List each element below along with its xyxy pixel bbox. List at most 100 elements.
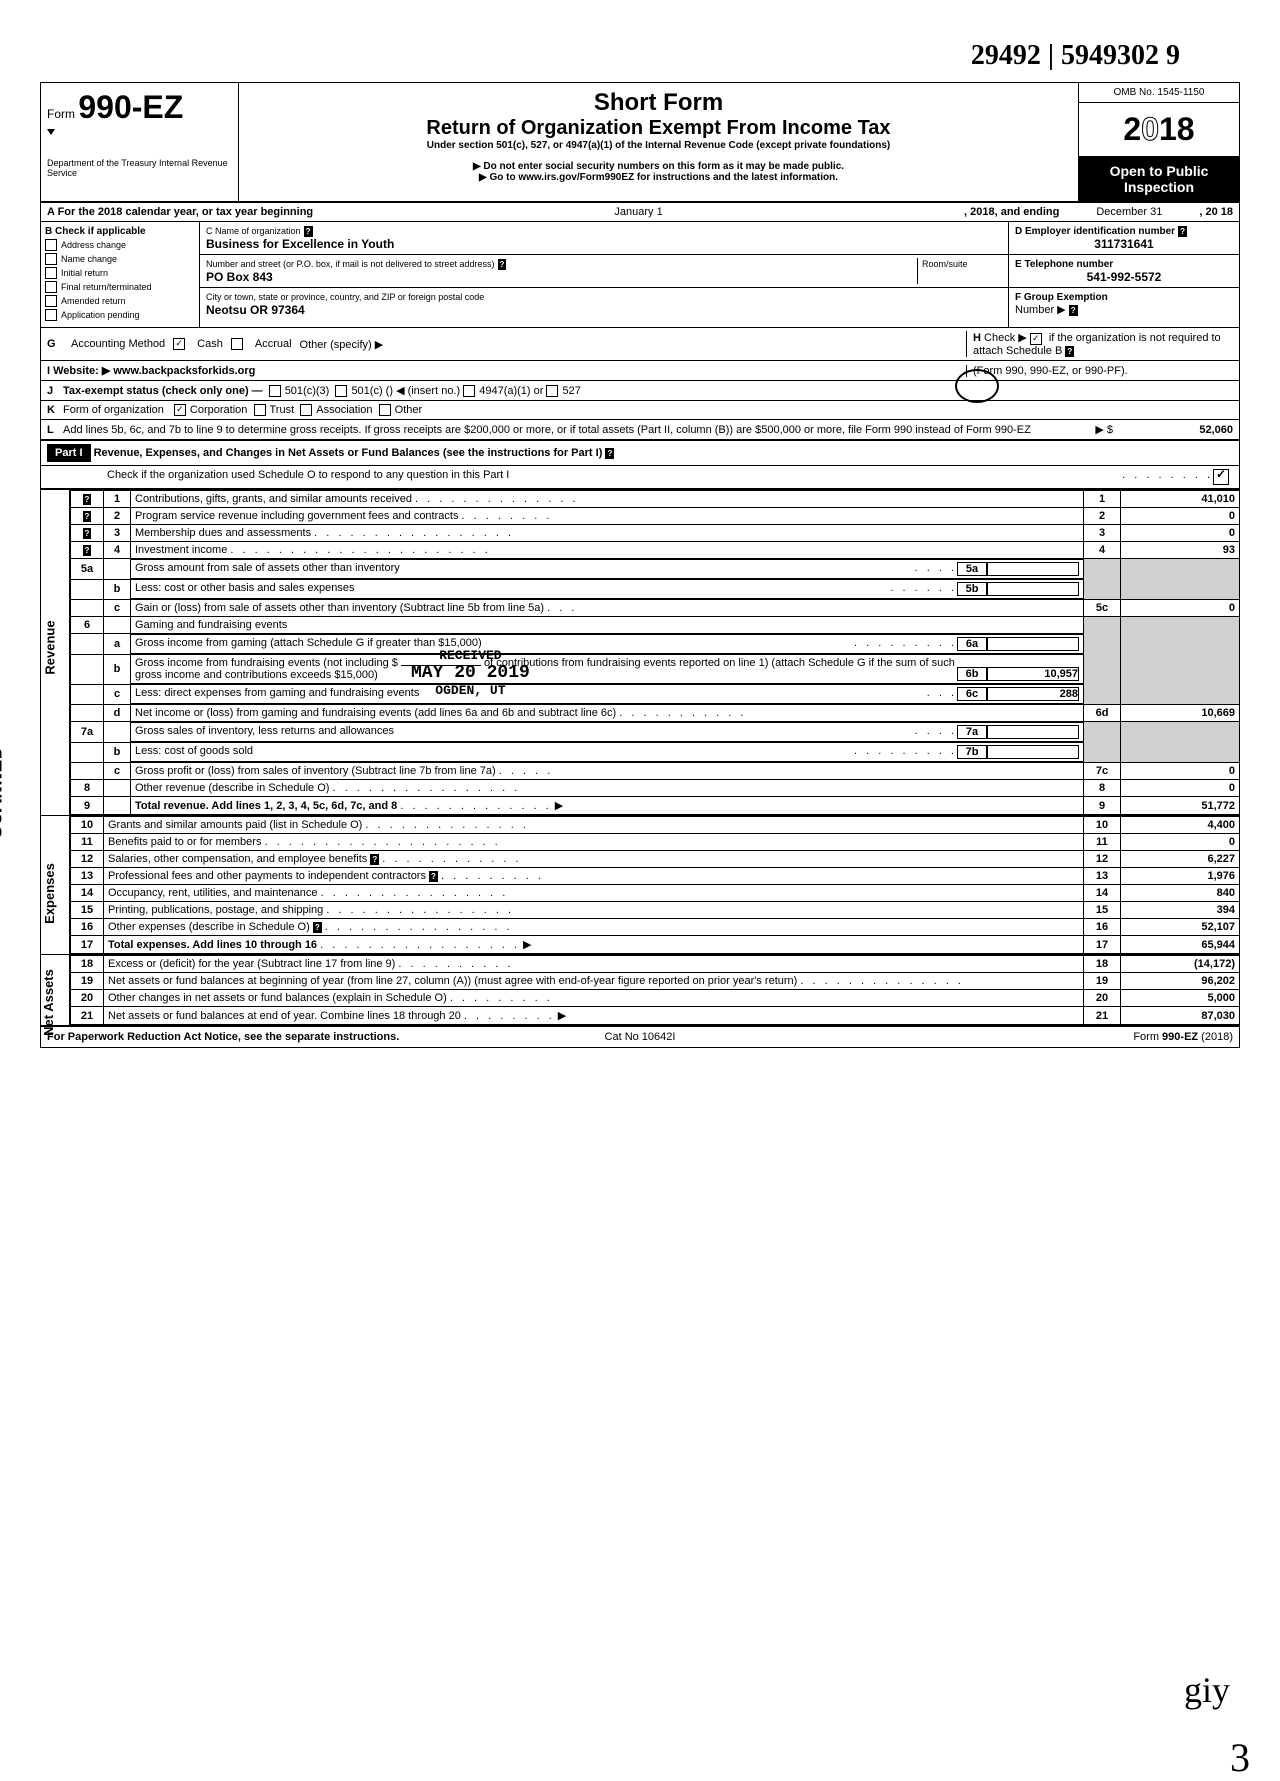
line5a-box: 5a [957,562,987,576]
line15-text: Printing, publications, postage, and shi… [108,904,323,916]
info-icon: ? [1065,346,1074,357]
line-h-text: Check ▶ [984,332,1027,344]
checkbox-cash[interactable]: ✓ [173,338,185,350]
line15-val: 394 [1121,902,1240,919]
inspection-label: Inspection [1083,179,1235,195]
row-a-prefix: A For the 2018 calendar year, or tax yea… [47,206,313,218]
checkbox-app-pending[interactable] [45,309,57,321]
open-label: Open to Public [1083,163,1235,179]
return-title: Return of Organization Exempt From Incom… [245,117,1072,140]
addr-value: PO Box 843 [206,270,273,284]
revenue-label-text: Revenue [43,620,58,674]
footer-left: For Paperwork Reduction Act Notice, see … [47,1031,442,1043]
line-h-tail2: (Form 990, 990-EZ, or 990-PF). [973,365,1128,377]
checkbox-501c[interactable] [335,385,347,397]
line-h-letter: H [973,332,981,344]
line-j-row: J Tax-exempt status (check only one) — 5… [41,381,1239,401]
info-icon: ? [1069,305,1078,316]
checkbox-final-return[interactable] [45,281,57,293]
line16-val: 52,107 [1121,919,1240,936]
line5b-text: Less: cost or other basis and sales expe… [135,582,890,596]
line7a-box: 7a [957,725,987,739]
line6b-text: Gross income from fundraising events (no… [135,657,398,669]
org-name-label: C Name of organization [206,226,301,236]
checkbox-other-org[interactable] [379,404,391,416]
line12-val: 6,227 [1121,851,1240,868]
line21-text: Net assets or fund balances at end of ye… [108,1010,461,1022]
expenses-label-text: Expenses [42,863,57,924]
form-number: 990-EZ [78,89,183,125]
line-j-letter: J [47,385,63,397]
tel-value: 541-992-5572 [1015,270,1233,284]
line7b-box: 7b [957,745,987,759]
line18-val: (14,172) [1121,956,1240,973]
trust-label: Trust [270,404,295,416]
line9-val: 51,772 [1121,797,1240,815]
expenses-table: 10Grants and similar amounts paid (list … [71,816,1239,954]
line6-text: Gaming and fundraising events [131,617,1084,634]
checkbox-address-change[interactable] [45,239,57,251]
checkbox-4947[interactable] [463,385,475,397]
checkbox-schedule-o[interactable]: ✓ [1213,469,1229,485]
line2-text: Program service revenue including govern… [135,510,458,522]
accrual-label: Accrual [255,338,292,350]
label-final-return: Final return/terminated [61,282,152,292]
revenue-section: Revenue ?1Contributions, gifts, grants, … [41,490,1239,816]
tax-exempt-label: Tax-exempt status (check only one) — [63,385,263,397]
cash-label: Cash [197,338,223,350]
checkbox-name-change[interactable] [45,253,57,265]
row-a-tax-year: A For the 2018 calendar year, or tax yea… [41,203,1239,222]
tel-label: E Telephone number [1015,259,1113,270]
line11-val: 0 [1121,834,1240,851]
ssn-note: Do not enter social security numbers on … [483,161,844,172]
checkbox-527[interactable] [546,385,558,397]
line5b-box: 5b [957,582,987,596]
line6a-text: Gross income from gaming (attach Schedul… [135,637,854,651]
header-section: Form 990-EZ Department of the Treasury I… [41,83,1239,203]
line4-text: Investment income [135,544,227,556]
line3-text: Membership dues and assessments [135,527,311,539]
checkbox-trust[interactable] [254,404,266,416]
line-i-row: I Website: ▶ www.backpacksforkids.org (F… [41,361,1239,381]
row-a-end: December 31 [1059,206,1199,218]
line1-text: Contributions, gifts, grants, and simila… [135,493,412,505]
line18-text: Excess or (deficit) for the year (Subtra… [108,958,395,970]
expenses-section: Expenses 10Grants and similar amounts pa… [41,816,1239,955]
info-icon: ? [304,226,313,237]
col-c-org-info: C Name of organization ? Business for Ex… [200,222,1009,327]
header-center: Short Form Return of Organization Exempt… [239,83,1079,201]
tax-year: 2018 [1079,103,1239,157]
line6b-box: 6b [957,667,987,681]
city-label: City or town, state or province, country… [206,292,484,302]
line-l-row: L Add lines 5b, 6c, and 7b to line 9 to … [41,420,1239,441]
footer-row: For Paperwork Reduction Act Notice, see … [41,1027,1239,1047]
checkbox-accrual[interactable] [231,338,243,350]
line2-val: 0 [1121,508,1240,525]
line8-val: 0 [1121,780,1240,797]
checkbox-501c3[interactable] [269,385,281,397]
city-value: Neotsu OR 97364 [206,303,305,317]
line20-text: Other changes in net assets or fund bala… [108,992,447,1004]
net-assets-label-text: Net Assets [41,969,56,1036]
checkbox-initial-return[interactable] [45,267,57,279]
other-specify-label: Other (specify) ▶ [300,338,384,351]
dept-treasury: Department of the Treasury Internal Reve… [47,158,232,178]
under-section: Under section 501(c), 527, or 4947(a)(1)… [245,140,1072,151]
line10-val: 4,400 [1121,817,1240,834]
row-a-end-year: , 20 18 [1199,206,1233,218]
triangle-icon [47,129,55,135]
addr-label: Number and street (or P.O. box, if mail … [206,259,494,269]
info-icon: ? [605,448,614,459]
line13-val: 1,976 [1121,868,1240,885]
line12-text: Salaries, other compensation, and employ… [108,853,367,865]
part1-check-text: Check if the organization used Schedule … [47,469,1122,485]
part1-header-row: Part I Revenue, Expenses, and Changes in… [41,441,1239,466]
checkbox-schedule-b[interactable]: ✓ [1030,333,1042,345]
line-l-value: 52,060 [1113,424,1233,436]
checkbox-corporation[interactable]: ✓ [174,404,186,416]
checkbox-amended[interactable] [45,295,57,307]
checkbox-association[interactable] [300,404,312,416]
line14-text: Occupancy, rent, utilities, and maintena… [108,887,318,899]
net-assets-side-label: Net Assets [41,955,71,1025]
footer-right: Form 990-EZ (2018) [1133,1031,1233,1043]
